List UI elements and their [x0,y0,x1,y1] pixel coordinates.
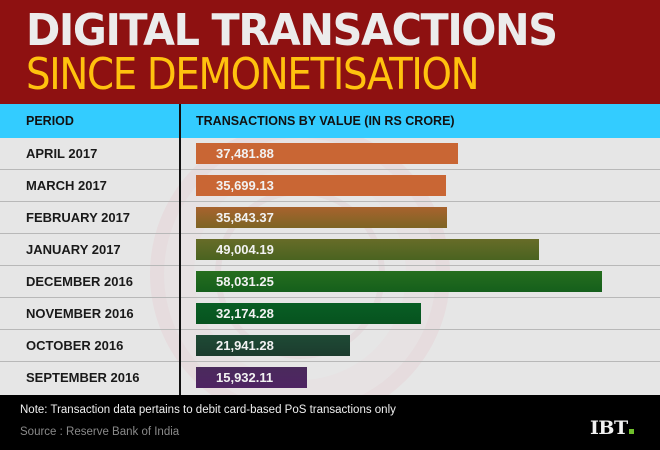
bar-value-label: 35,699.13 [216,178,274,193]
source-credit: Source : Reserve Bank of India [20,426,180,438]
header-value: TRANSACTIONS BY VALUE (IN RS CRORE) [196,114,455,128]
period-label: SEPTEMBER 2016 [26,370,140,385]
value-bar: 58,031.25 [196,271,602,292]
title-band: DIGITAL TRANSACTIONS SINCE DEMONETISATIO… [0,0,660,104]
period-label: OCTOBER 2016 [26,338,124,353]
ibt-logo-text: IBT [590,417,628,439]
period-label: FEBRUARY 2017 [26,210,131,225]
table-row: APRIL 2017 37,481.88 [0,138,660,170]
logo-dot-icon [628,429,634,434]
bar-value-label: 37,481.88 [216,146,274,161]
header-period: PERIOD [26,114,74,128]
bar-value-label: 49,004.19 [216,242,274,257]
footer: Note: Transaction data pertains to debit… [0,395,660,450]
value-bar: 15,932.11 [196,367,307,388]
ibt-logo: IBT [590,417,634,439]
value-bar: 49,004.19 [196,239,539,260]
bar-value-label: 58,031.25 [216,274,274,289]
column-divider [179,104,181,395]
table-row: OCTOBER 2016 21,941.28 [0,330,660,362]
table-row: FEBRUARY 2017 35,843.37 [0,202,660,234]
table-row: NOVEMBER 2016 32,174.28 [0,298,660,330]
bar-value-label: 21,941.28 [216,338,274,353]
period-label: NOVEMBER 2016 [26,306,134,321]
value-bar: 32,174.28 [196,303,421,324]
value-bar: 21,941.28 [196,335,350,356]
title-line-2: SINCE DEMONETISATION [26,49,480,100]
title-line-1: DIGITAL TRANSACTIONS [26,5,558,56]
period-label: APRIL 2017 [26,146,98,161]
period-label: JANUARY 2017 [26,242,121,257]
bar-value-label: 15,932.11 [216,370,274,385]
table-row: JANUARY 2017 49,004.19 [0,234,660,266]
value-bar: 35,699.13 [196,175,446,196]
value-bar: 35,843.37 [196,207,447,228]
bar-value-label: 32,174.28 [216,306,274,321]
table-header: PERIOD TRANSACTIONS BY VALUE (IN RS CROR… [0,104,660,138]
bar-value-label: 35,843.37 [216,210,274,225]
period-label: MARCH 2017 [26,178,107,193]
table-row: MARCH 2017 35,699.13 [0,170,660,202]
footnote: Note: Transaction data pertains to debit… [20,404,396,416]
value-bar: 37,481.88 [196,143,458,164]
table-row: SEPTEMBER 2016 15,932.11 [0,362,660,394]
table-row: DECEMBER 2016 58,031.25 [0,266,660,298]
period-label: DECEMBER 2016 [26,274,133,289]
data-table: PERIOD TRANSACTIONS BY VALUE (IN RS CROR… [0,104,660,395]
